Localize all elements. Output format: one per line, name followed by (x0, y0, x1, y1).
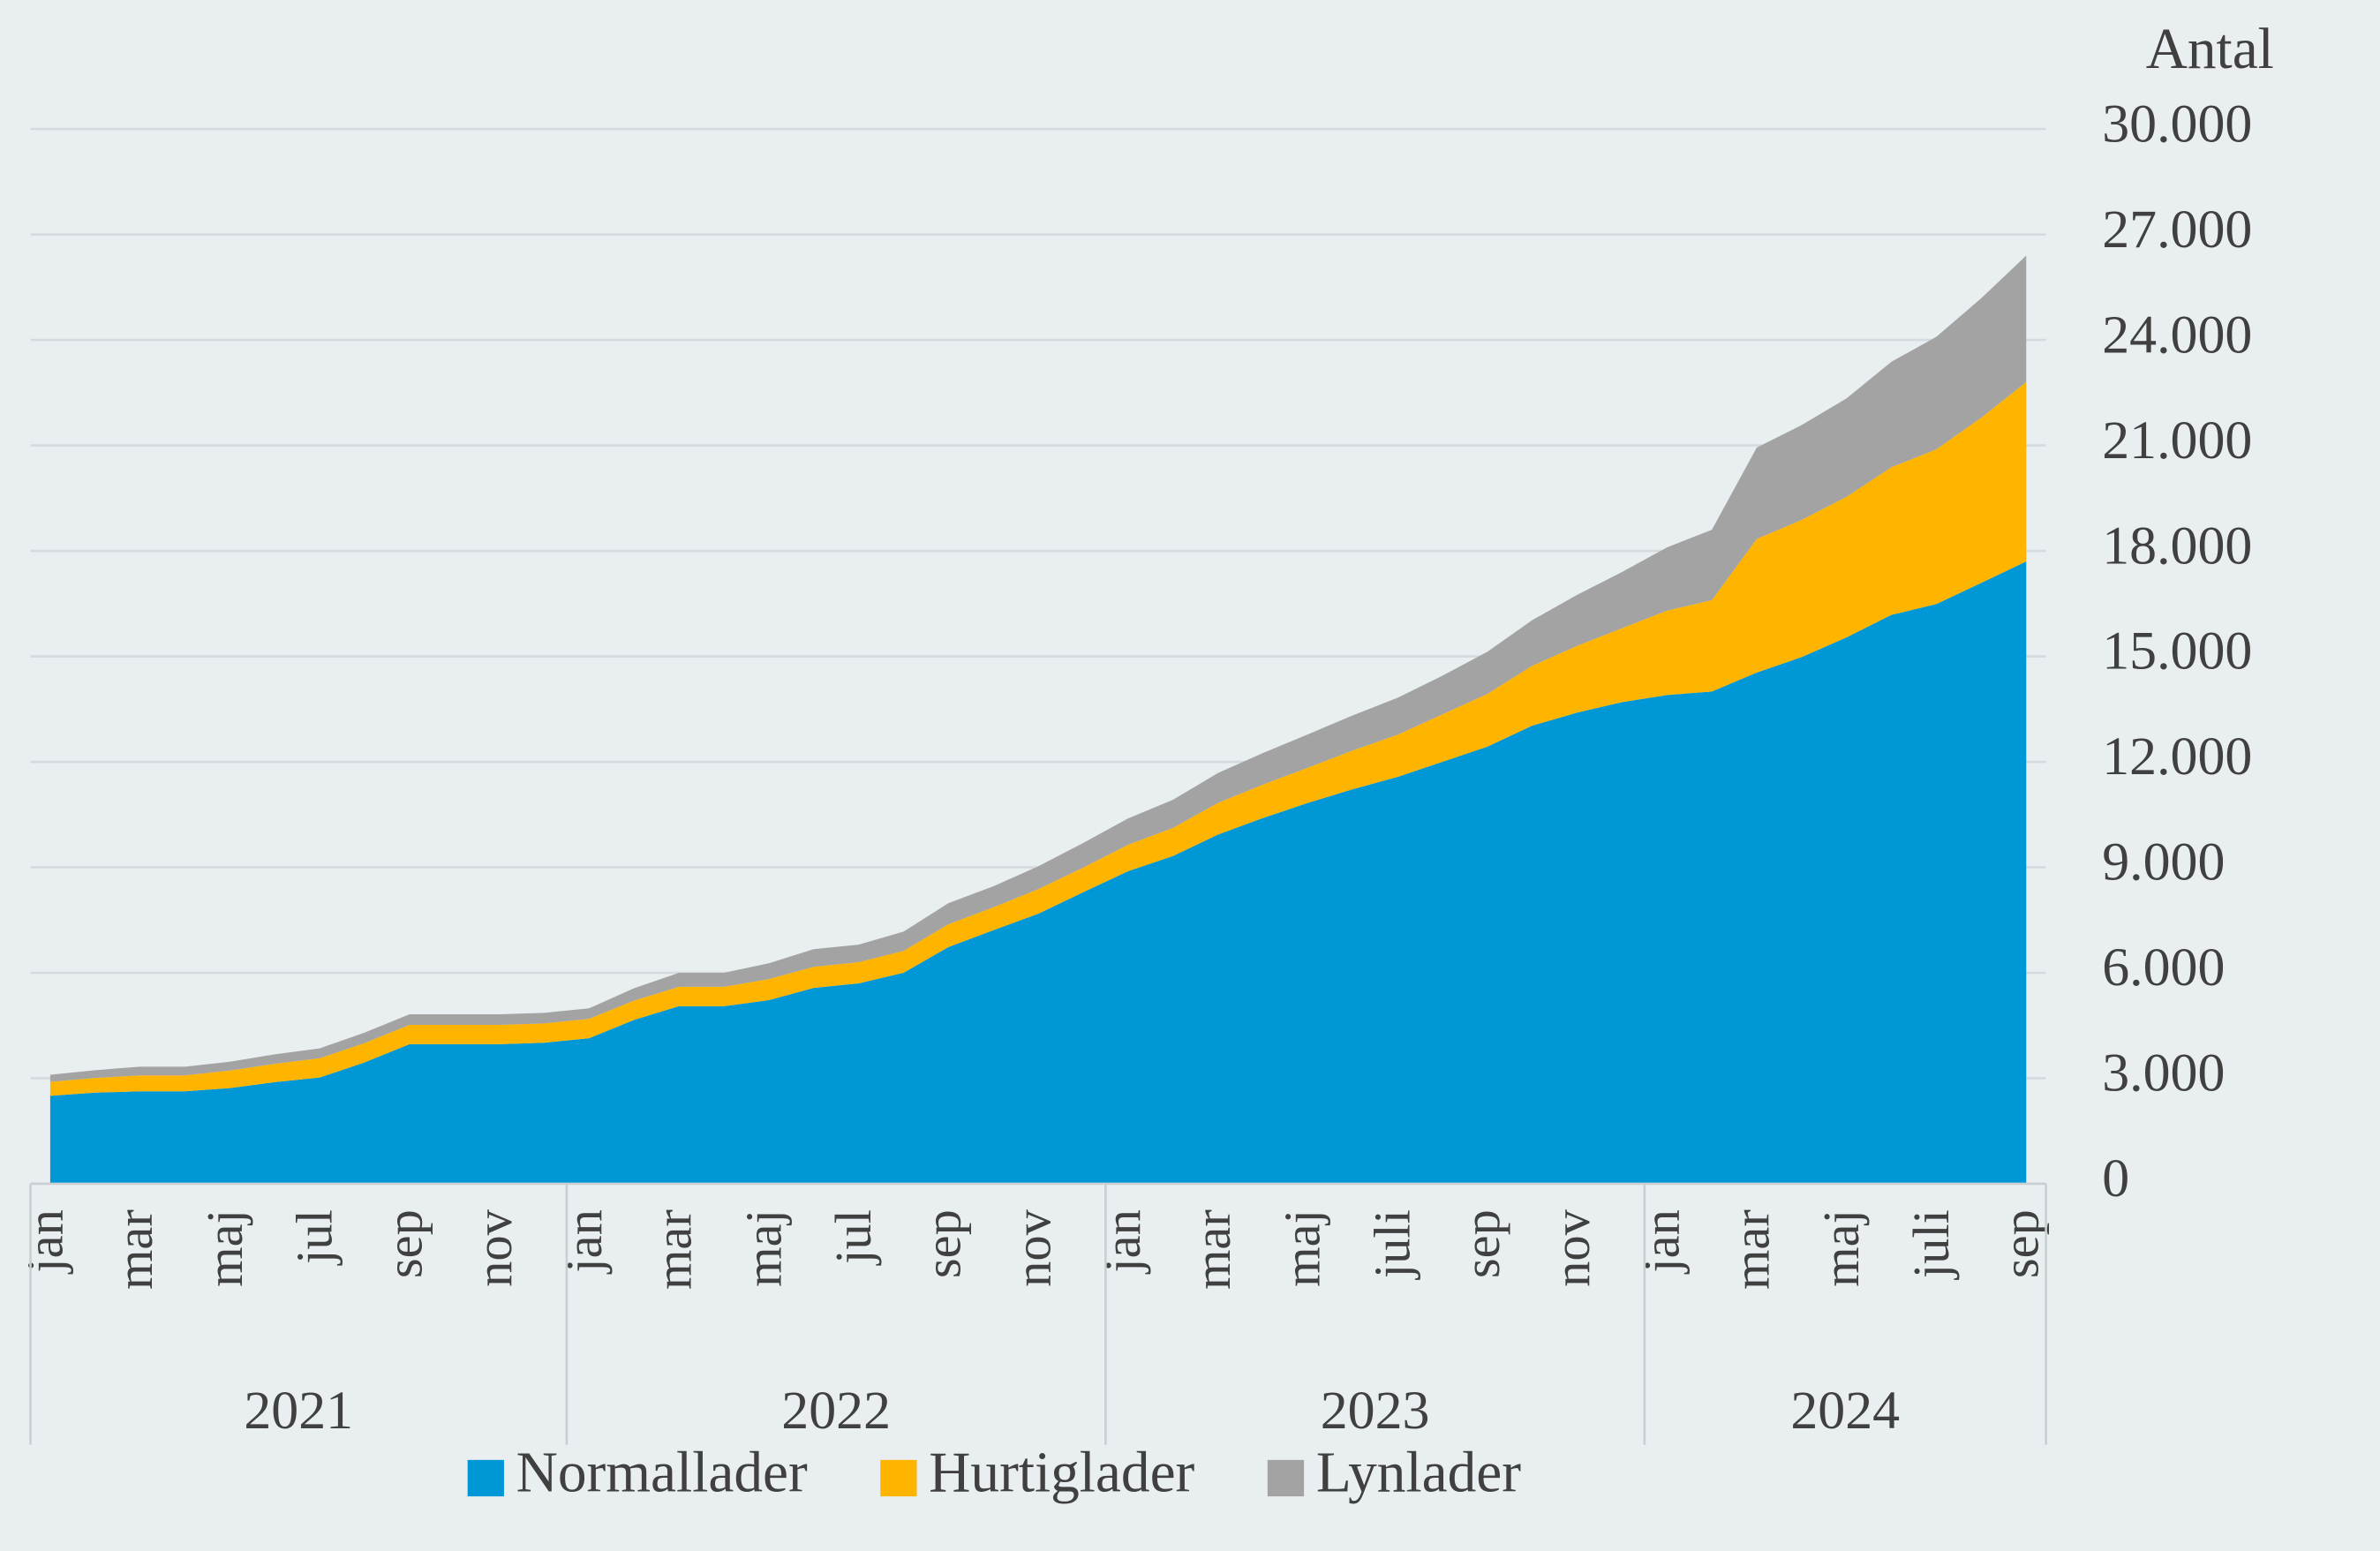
x-tick-label: sep (1992, 1209, 2050, 1278)
x-tick-label: maj (1274, 1209, 1331, 1287)
x-tick-label: mar (106, 1209, 163, 1290)
x-tick-label: nov (1543, 1208, 1600, 1286)
y-tick-label: 18.000 (2102, 516, 2252, 576)
x-tick-label: maj (196, 1209, 253, 1287)
x-tick-label: jan (16, 1209, 73, 1274)
x-tick-label: sep (915, 1209, 972, 1278)
x-tick-label: juli (1902, 1209, 1960, 1280)
group-label: 2021 (244, 1381, 353, 1441)
x-tick-label: jan (1094, 1209, 1151, 1274)
legend-label: Lynlader (1316, 1441, 1521, 1504)
y-tick-label: 0 (2102, 1148, 2129, 1208)
y-tick-label: 30.000 (2102, 94, 2252, 154)
legend-label: Normallader (516, 1441, 808, 1504)
x-tick-label: mar (645, 1209, 703, 1290)
legend: Normallader Hurtiglader Lynlader (467, 1441, 1521, 1504)
group-label: 2024 (1790, 1381, 1900, 1441)
y-tick-label: 6.000 (2102, 937, 2225, 998)
x-tick-label: mar (1722, 1209, 1780, 1290)
y-tick-label: 27.000 (2102, 200, 2252, 260)
legend-swatch (880, 1459, 917, 1497)
y-tick-label: 24.000 (2102, 305, 2252, 365)
x-tick-label: juli (1363, 1209, 1420, 1280)
y-axis-label: Antal (2146, 18, 2274, 81)
x-tick-label: jul (286, 1209, 343, 1266)
x-tick-label: nov (1004, 1208, 1061, 1286)
group-label: 2022 (781, 1381, 891, 1441)
y-tick-label: 15.000 (2102, 621, 2252, 681)
x-tick-label: jul (825, 1209, 882, 1266)
y-tick-label: 12.000 (2102, 727, 2252, 787)
x-tick-label: sep (1453, 1209, 1510, 1278)
areas (49, 255, 2027, 1184)
x-tick-label: mar (1184, 1209, 1241, 1290)
y-tick-label: 21.000 (2102, 410, 2252, 471)
legend-label: Hurtiglader (929, 1441, 1194, 1504)
x-tick-label: maj (1812, 1209, 1870, 1287)
x-tick-label: nov (465, 1208, 523, 1286)
x-tick-label: sep (375, 1209, 433, 1278)
axes: 0 3.000 6.000 9.000 12.000 15.000 18.000 21.000… (16, 94, 2252, 1445)
y-tick-label: 9.000 (2102, 832, 2225, 892)
legend-swatch (1267, 1459, 1305, 1497)
group-label: 2023 (1321, 1381, 1430, 1441)
y-tick-label: 3.000 (2102, 1043, 2225, 1103)
x-tick-label: jan (555, 1209, 613, 1274)
legend-swatch (467, 1459, 504, 1497)
x-tick-label: jan (1633, 1209, 1691, 1274)
x-tick-label: maj (734, 1209, 792, 1287)
area (49, 561, 2027, 1184)
